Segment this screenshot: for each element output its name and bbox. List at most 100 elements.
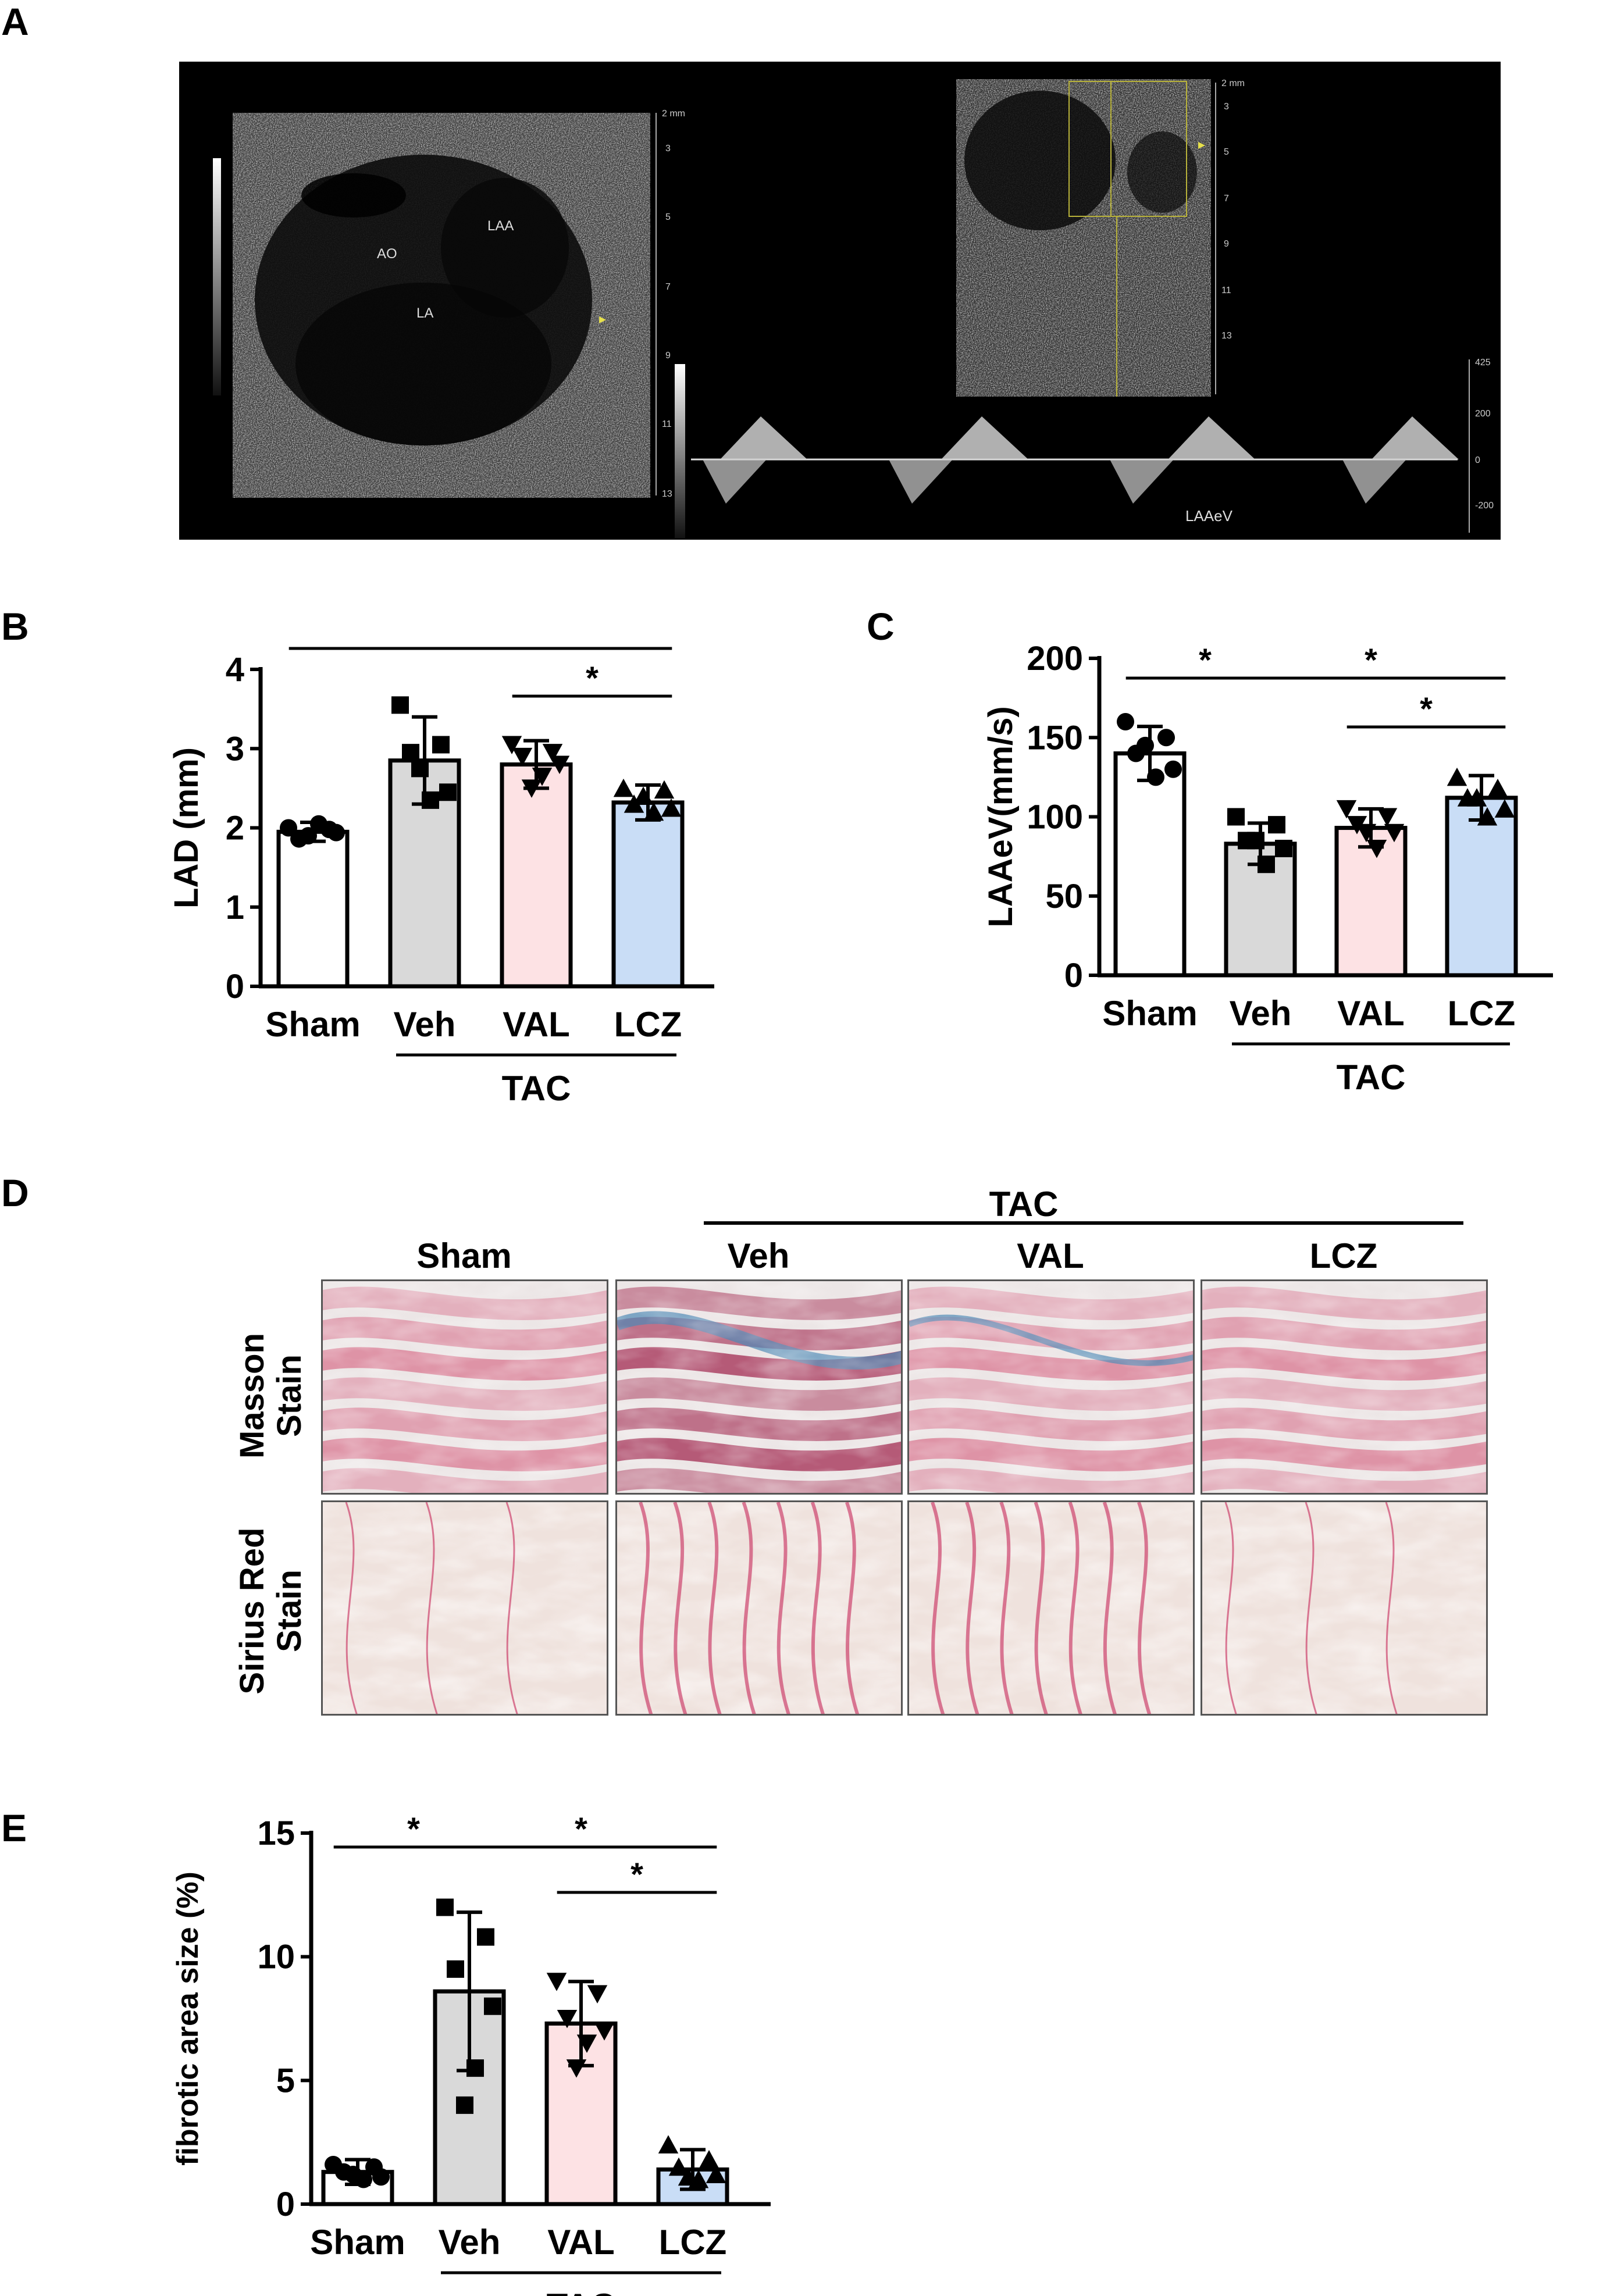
data-point (1164, 760, 1182, 778)
svg-text:9: 9 (1224, 239, 1229, 249)
histology-row-masson: Masson Stain (233, 1333, 308, 1459)
svg-text:7: 7 (1224, 194, 1229, 204)
masson-tile-veh (615, 1279, 903, 1495)
gray-scale-bar-doppler (675, 364, 685, 539)
data-point (546, 1973, 567, 1991)
bar-val (500, 762, 573, 989)
svg-text:13: 13 (1221, 331, 1232, 341)
data-point (280, 819, 297, 837)
svg-text:11: 11 (1221, 286, 1231, 295)
data-point (1494, 799, 1515, 818)
svg-text:2 mm: 2 mm (1221, 79, 1245, 88)
x-tick-label: Veh (394, 1005, 456, 1044)
histology-group-line (704, 1221, 1463, 1225)
svg-text:3: 3 (665, 144, 671, 154)
x-tick-label: LCZ (659, 2223, 727, 2262)
svg-text:5: 5 (1224, 147, 1229, 157)
data-point (411, 760, 429, 778)
x-tick-label: VAL (503, 1005, 570, 1044)
data-point (310, 815, 327, 833)
histology-row-sirius: Sirius Red Stain (233, 1527, 308, 1695)
histology-column-val: VAL (1017, 1236, 1084, 1275)
svg-text:-200: -200 (1475, 501, 1494, 511)
data-point (1275, 840, 1292, 857)
data-point (1356, 823, 1377, 843)
data-point (654, 780, 675, 799)
echo-label-ao: AO (377, 246, 397, 262)
panel-label-e: E (1, 1806, 27, 1849)
data-point (372, 2168, 390, 2186)
x-tick-label: Veh (1230, 994, 1292, 1033)
data-point (706, 2165, 726, 2183)
depth-ruler-left: 2 mm 3 5 7 9 11 13 (662, 109, 685, 499)
masson-tile-val (907, 1279, 1195, 1495)
data-point (613, 778, 634, 797)
data-point (344, 2165, 362, 2183)
svg-text:425: 425 (1475, 358, 1491, 368)
svg-text:200: 200 (1475, 409, 1491, 419)
data-point (566, 2059, 587, 2078)
data-point (661, 798, 682, 817)
x-tick-label: VAL (1337, 994, 1405, 1033)
y-tick-label: 5 (276, 2062, 295, 2099)
masson-tile-sham (321, 1279, 608, 1495)
data-point (1147, 768, 1164, 786)
data-point (1227, 808, 1245, 826)
y-tick-label: 15 (257, 1814, 295, 1852)
data-point (456, 2096, 473, 2114)
x-tick-label: Veh (439, 2223, 501, 2262)
data-point (477, 1928, 494, 1946)
group-label: TAC (1337, 1058, 1406, 1097)
bar-lcz (611, 800, 685, 989)
data-point (587, 1985, 608, 2003)
y-tick-label: 200 (1027, 640, 1083, 678)
data-point (1466, 788, 1487, 807)
data-point (557, 2010, 578, 2028)
sirius-tile-lcz (1201, 1500, 1488, 1716)
y-tick-label: 0 (1064, 957, 1083, 994)
x-tick-label: Sham (265, 1005, 360, 1044)
bar-val (1334, 826, 1408, 978)
data-point (300, 827, 317, 845)
data-point (1117, 713, 1134, 730)
data-point (699, 2149, 719, 2169)
panel-label-b: B (1, 605, 29, 648)
y-tick-label: 0 (276, 2186, 295, 2223)
echo-label-la: LA (416, 305, 433, 321)
data-point (1477, 807, 1498, 826)
data-point (432, 736, 450, 754)
data-point (484, 1997, 501, 2015)
y-tick-label: 50 (1045, 878, 1083, 915)
svg-text:3: 3 (1224, 102, 1229, 112)
data-point (658, 2135, 679, 2154)
data-point (678, 2167, 699, 2186)
data-point (501, 736, 522, 754)
y-tick-label: 3 (226, 730, 244, 768)
doppler-label-laaev: LAAeV (1185, 507, 1233, 525)
y-tick-label: 2 (226, 810, 244, 847)
bmode-right-image (956, 79, 1211, 397)
y-axis-label: LAD (mm) (169, 747, 205, 908)
data-point (1366, 840, 1387, 858)
bar-sham (1113, 751, 1187, 978)
y-axis-label: LAAeV(mm/s) (983, 706, 1020, 927)
data-point (439, 783, 457, 801)
data-point (576, 2034, 597, 2053)
histology-group-label: TAC (989, 1185, 1059, 1224)
gray-scale-bar-left (213, 158, 221, 395)
data-point (1377, 808, 1398, 826)
data-point (549, 755, 570, 774)
chart-lad: 0 1 2 3 4 LAD (mm) Sham Veh VAL LCZ TAC * * * (169, 643, 714, 1108)
data-point (521, 779, 542, 798)
data-point (1247, 832, 1264, 850)
data-point (327, 823, 345, 842)
y-tick-label: 0 (226, 968, 244, 1006)
data-point (532, 767, 553, 786)
svg-text:7: 7 (665, 282, 671, 292)
sirius-tile-val (907, 1500, 1195, 1716)
histology-column-veh: Veh (727, 1236, 790, 1275)
data-point (594, 2022, 615, 2041)
velocity-scale: 425 200 0 -200 (1475, 358, 1494, 511)
y-tick-label: 1 (226, 889, 244, 926)
